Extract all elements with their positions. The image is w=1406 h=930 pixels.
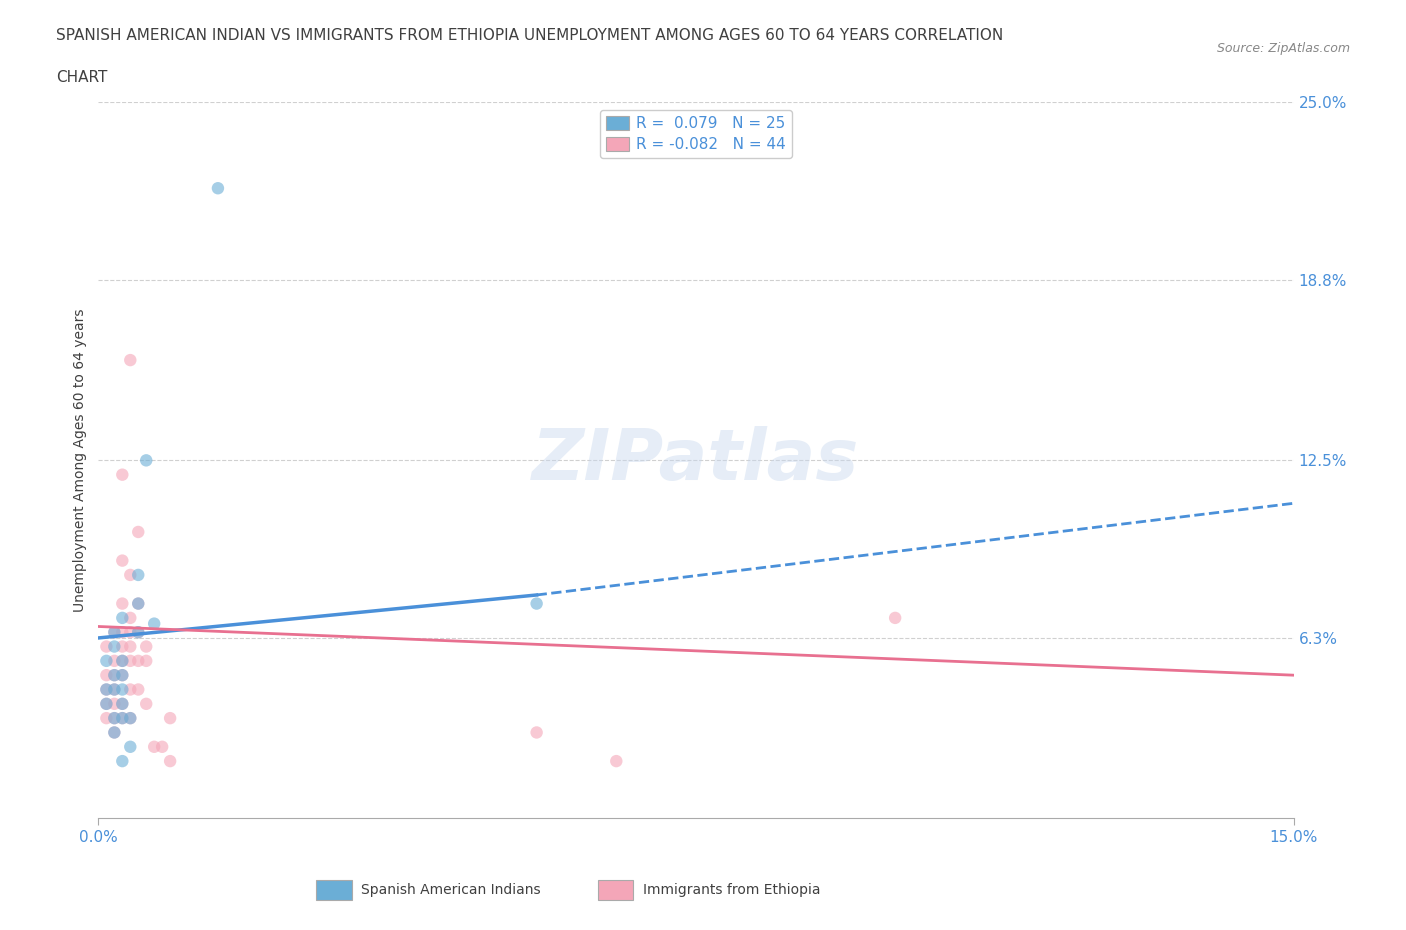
Point xyxy=(96,711,118,725)
Legend: R =  0.079   N = 25, R = -0.082   N = 44: R = 0.079 N = 25, R = -0.082 N = 44 xyxy=(600,110,792,158)
Point xyxy=(159,753,181,768)
Point xyxy=(127,682,149,697)
Point xyxy=(120,352,142,367)
Point xyxy=(127,567,149,582)
Point xyxy=(127,596,149,611)
Point xyxy=(884,610,907,625)
Point xyxy=(143,739,166,754)
Point xyxy=(103,668,125,683)
Text: ZIPatlas: ZIPatlas xyxy=(533,426,859,495)
Point xyxy=(120,625,142,640)
Point xyxy=(96,697,118,711)
Point xyxy=(526,725,548,740)
Point xyxy=(120,567,142,582)
Point xyxy=(103,725,125,740)
Point xyxy=(111,711,134,725)
Point xyxy=(111,753,134,768)
Point xyxy=(103,711,125,725)
Point xyxy=(120,610,142,625)
Bar xyxy=(598,880,633,900)
Point xyxy=(111,697,134,711)
Point xyxy=(103,682,125,697)
Point xyxy=(96,682,118,697)
Point xyxy=(135,697,157,711)
Text: SPANISH AMERICAN INDIAN VS IMMIGRANTS FROM ETHIOPIA UNEMPLOYMENT AMONG AGES 60 T: SPANISH AMERICAN INDIAN VS IMMIGRANTS FR… xyxy=(56,28,1004,43)
Point xyxy=(103,725,125,740)
Point xyxy=(120,682,142,697)
Text: CHART: CHART xyxy=(56,70,108,85)
Point xyxy=(127,654,149,669)
Point xyxy=(111,668,134,683)
Y-axis label: Unemployment Among Ages 60 to 64 years: Unemployment Among Ages 60 to 64 years xyxy=(73,309,87,612)
Point xyxy=(120,739,142,754)
Point xyxy=(135,453,157,468)
Point xyxy=(103,654,125,669)
Point xyxy=(111,682,134,697)
Bar xyxy=(316,880,352,900)
Point xyxy=(111,639,134,654)
Point xyxy=(103,639,125,654)
Point xyxy=(111,467,134,482)
Point xyxy=(103,682,125,697)
Point xyxy=(127,596,149,611)
Point xyxy=(605,753,627,768)
Point xyxy=(111,697,134,711)
Point xyxy=(111,625,134,640)
Point xyxy=(207,180,229,195)
Point xyxy=(103,625,125,640)
Point xyxy=(96,682,118,697)
Point xyxy=(111,610,134,625)
Text: Source: ZipAtlas.com: Source: ZipAtlas.com xyxy=(1216,42,1350,55)
Point xyxy=(120,711,142,725)
Point xyxy=(96,639,118,654)
Point xyxy=(127,525,149,539)
Point xyxy=(111,553,134,568)
Point xyxy=(103,668,125,683)
Point xyxy=(120,654,142,669)
Text: Spanish American Indians: Spanish American Indians xyxy=(361,883,541,897)
Point xyxy=(96,654,118,669)
Point xyxy=(96,697,118,711)
Point xyxy=(526,596,548,611)
Point xyxy=(103,711,125,725)
Point xyxy=(120,639,142,654)
Point xyxy=(103,625,125,640)
Point xyxy=(127,625,149,640)
Point xyxy=(96,668,118,683)
Point xyxy=(120,711,142,725)
Point xyxy=(111,596,134,611)
Point xyxy=(111,654,134,669)
Point xyxy=(135,639,157,654)
Point xyxy=(150,739,173,754)
Point xyxy=(103,697,125,711)
Text: Immigrants from Ethiopia: Immigrants from Ethiopia xyxy=(643,883,820,897)
Point xyxy=(127,625,149,640)
Point xyxy=(135,654,157,669)
Point xyxy=(111,654,134,669)
Point xyxy=(159,711,181,725)
Point xyxy=(111,668,134,683)
Point xyxy=(111,711,134,725)
Point xyxy=(143,617,166,631)
